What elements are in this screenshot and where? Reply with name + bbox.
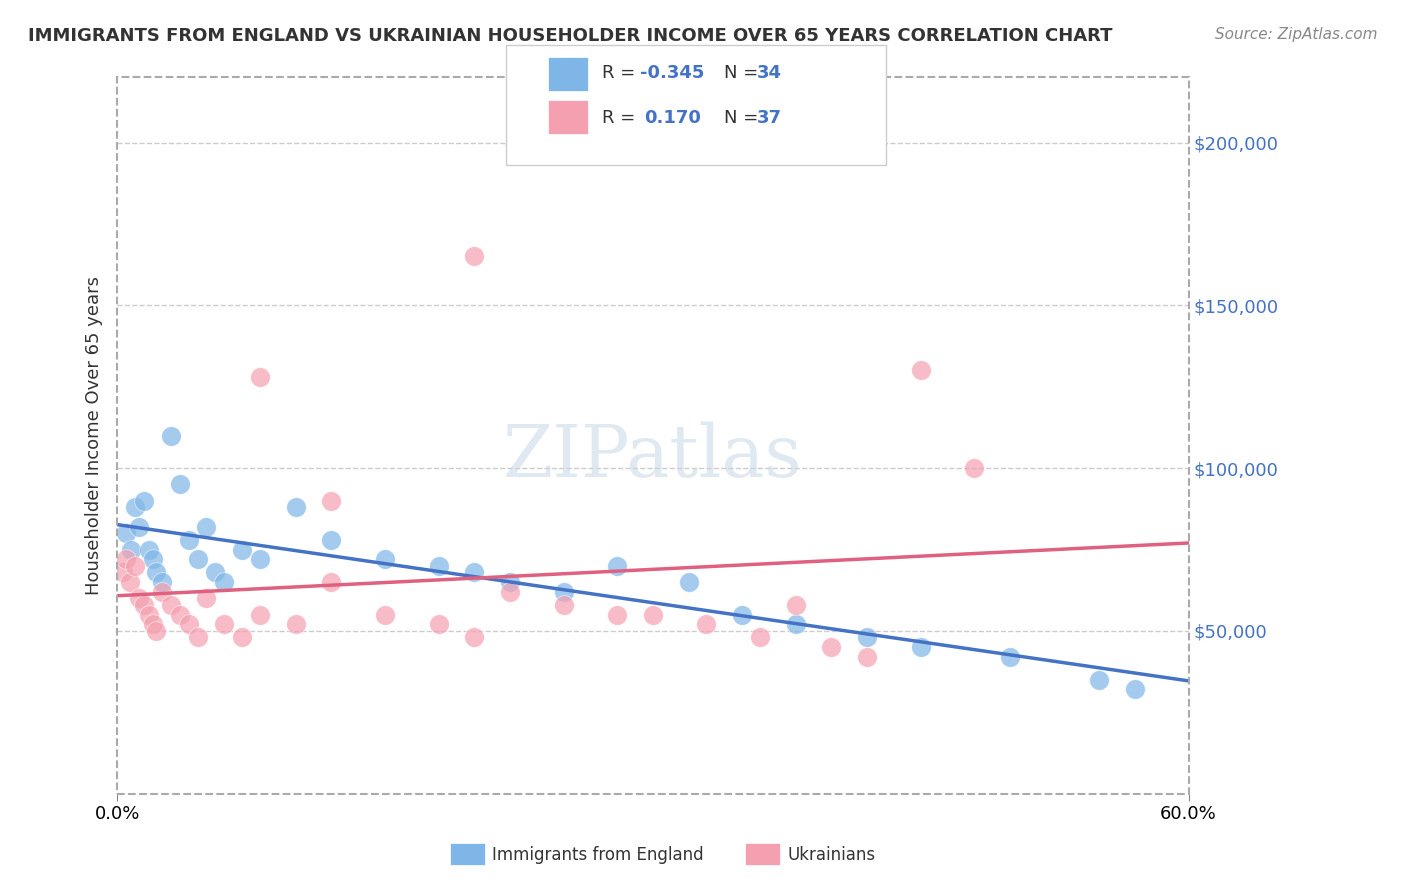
- Text: Ukrainians: Ukrainians: [787, 846, 876, 863]
- Point: [249, 552, 271, 566]
- Point: [284, 500, 307, 515]
- Point: [169, 607, 191, 622]
- Point: [150, 584, 173, 599]
- Point: [214, 617, 236, 632]
- Point: [463, 250, 485, 264]
- Point: [321, 493, 343, 508]
- Point: [606, 607, 628, 622]
- Point: [195, 591, 218, 606]
- Point: [785, 598, 807, 612]
- Point: [785, 617, 807, 632]
- Point: [553, 584, 575, 599]
- Point: [159, 428, 181, 442]
- Point: [963, 461, 986, 475]
- Text: -0.345: -0.345: [640, 64, 704, 82]
- Point: [132, 493, 155, 508]
- Point: [1088, 673, 1111, 687]
- Point: [374, 552, 396, 566]
- Point: [427, 617, 450, 632]
- Point: [115, 552, 138, 566]
- Point: [910, 640, 932, 655]
- Point: [150, 575, 173, 590]
- Point: [214, 575, 236, 590]
- Point: [321, 533, 343, 547]
- Point: [177, 533, 200, 547]
- Point: [142, 552, 165, 566]
- Point: [427, 558, 450, 573]
- Point: [1123, 682, 1146, 697]
- Point: [749, 631, 772, 645]
- Text: N =: N =: [724, 109, 763, 127]
- Text: R =: R =: [602, 64, 641, 82]
- Point: [678, 575, 700, 590]
- Text: R =: R =: [602, 109, 641, 127]
- Point: [553, 598, 575, 612]
- Text: 37: 37: [756, 109, 782, 127]
- Point: [124, 558, 146, 573]
- Point: [499, 584, 522, 599]
- Point: [121, 542, 143, 557]
- Point: [499, 575, 522, 590]
- Point: [641, 607, 664, 622]
- Point: [186, 552, 208, 566]
- Point: [856, 649, 879, 664]
- Point: [731, 607, 754, 622]
- Point: [186, 631, 208, 645]
- Text: Immigrants from England: Immigrants from England: [492, 846, 704, 863]
- Point: [695, 617, 717, 632]
- Point: [118, 575, 141, 590]
- Point: [138, 542, 160, 557]
- Point: [910, 363, 932, 377]
- Point: [231, 542, 253, 557]
- Point: [145, 624, 167, 638]
- Point: [128, 591, 150, 606]
- Point: [195, 519, 218, 533]
- Text: Source: ZipAtlas.com: Source: ZipAtlas.com: [1215, 27, 1378, 42]
- Point: [111, 566, 134, 580]
- Text: ZIPatlas: ZIPatlas: [503, 422, 803, 492]
- Point: [145, 566, 167, 580]
- Point: [231, 631, 253, 645]
- Point: [284, 617, 307, 632]
- Point: [820, 640, 842, 655]
- Point: [606, 558, 628, 573]
- Point: [998, 649, 1021, 664]
- Point: [142, 617, 165, 632]
- Point: [124, 500, 146, 515]
- Point: [463, 566, 485, 580]
- Y-axis label: Householder Income Over 65 years: Householder Income Over 65 years: [86, 276, 103, 595]
- Point: [374, 607, 396, 622]
- Point: [128, 519, 150, 533]
- Point: [115, 526, 138, 541]
- Point: [169, 477, 191, 491]
- Point: [463, 631, 485, 645]
- Point: [204, 566, 226, 580]
- Point: [321, 575, 343, 590]
- Text: 0.170: 0.170: [644, 109, 700, 127]
- Point: [159, 598, 181, 612]
- Text: 34: 34: [756, 64, 782, 82]
- Text: N =: N =: [724, 64, 763, 82]
- Point: [138, 607, 160, 622]
- Point: [177, 617, 200, 632]
- Point: [249, 370, 271, 384]
- Text: IMMIGRANTS FROM ENGLAND VS UKRAINIAN HOUSEHOLDER INCOME OVER 65 YEARS CORRELATIO: IMMIGRANTS FROM ENGLAND VS UKRAINIAN HOU…: [28, 27, 1112, 45]
- Point: [856, 631, 879, 645]
- Point: [132, 598, 155, 612]
- Point: [249, 607, 271, 622]
